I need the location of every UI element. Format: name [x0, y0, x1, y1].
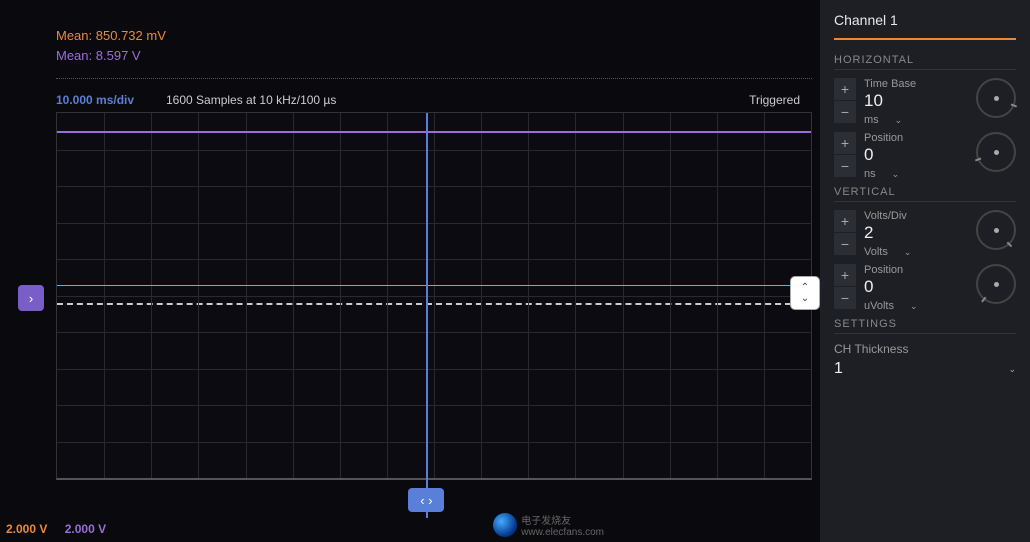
right-marker-handle[interactable]: ⌃ ⌄ [790, 276, 820, 310]
bottom-marker-handle[interactable]: ‹ › [408, 488, 444, 512]
scope-display[interactable] [56, 112, 812, 480]
side-panel: Channel 1 Horizontal + − Time Base 10 ms… [820, 0, 1030, 542]
trace-ch2 [57, 131, 811, 133]
watermark-logo-icon [493, 513, 517, 537]
measurement-ch1: Mean: 850.732 mV [56, 28, 166, 43]
panel-title: Channel 1 [834, 12, 1016, 40]
increment-button[interactable]: + [834, 264, 856, 286]
chevron-up-icon: ⌃ [801, 282, 809, 293]
unit-dropdown[interactable]: ns⌄ [864, 168, 972, 180]
increment-button[interactable]: + [834, 78, 856, 100]
ch2-scale: 2.000 V [65, 522, 106, 536]
section-header-horizontal: Horizontal [834, 54, 1016, 70]
decrement-button[interactable]: − [834, 101, 856, 123]
thickness-label: CH Thickness [834, 342, 1016, 356]
timebase-label: 10.000 ms/div [56, 93, 134, 107]
decrement-button[interactable]: − [834, 155, 856, 177]
chevron-down-icon: ⌄ [892, 169, 900, 180]
decrement-button[interactable]: − [834, 233, 856, 255]
trigger-status: Triggered [749, 93, 800, 107]
decrement-button[interactable]: − [834, 287, 856, 309]
increment-button[interactable]: + [834, 132, 856, 154]
knob-dial[interactable] [976, 78, 1016, 118]
control-label: Position [864, 132, 972, 144]
control-label: Position [864, 264, 972, 276]
control-value: 0 [864, 277, 972, 297]
samples-label: 1600 Samples at 10 kHz/100 µs [166, 93, 336, 107]
control-label: Time Base [864, 78, 972, 90]
footer-scale: 2.000 V 2.000 V [6, 522, 120, 536]
unit-dropdown[interactable]: Volts⌄ [864, 246, 972, 258]
control-value: 10 [864, 91, 972, 111]
unit-dropdown[interactable]: ms⌄ [864, 114, 972, 126]
control-value: 0 [864, 145, 972, 165]
trace-ch1 [57, 285, 811, 287]
section-header-vertical: Vertical [834, 186, 1016, 202]
chevron-down-icon: ⌄ [895, 115, 903, 126]
chevron-down-icon: ⌄ [910, 301, 918, 312]
watermark: 电子发烧友 www.elecfans.com [493, 512, 604, 538]
ch1-scale: 2.000 V [6, 522, 47, 536]
section-header-settings: Settings [834, 318, 1016, 334]
scope-main: Mean: 850.732 mV Mean: 8.597 V 10.000 ms… [0, 0, 820, 542]
chevron-down-icon: ⌄ [801, 293, 809, 304]
header-divider [56, 78, 812, 79]
measurement-ch2: Mean: 8.597 V [56, 48, 166, 63]
increment-button[interactable]: + [834, 210, 856, 232]
control-label: Volts/Div [864, 210, 972, 222]
left-marker-handle[interactable]: › [18, 285, 44, 311]
vertical-cursor[interactable] [426, 113, 428, 518]
measurements-block: Mean: 850.732 mV Mean: 8.597 V [56, 28, 166, 68]
thickness-value: 1 [834, 360, 843, 378]
knob-dial[interactable] [976, 210, 1016, 250]
unit-dropdown[interactable]: uVolts⌄ [864, 300, 972, 312]
control-value: 2 [864, 223, 972, 243]
knob-dial[interactable] [976, 264, 1016, 304]
thickness-dropdown[interactable]: ⌄ [1008, 364, 1016, 375]
knob-dial[interactable] [976, 132, 1016, 172]
chevron-down-icon: ⌄ [904, 247, 912, 258]
